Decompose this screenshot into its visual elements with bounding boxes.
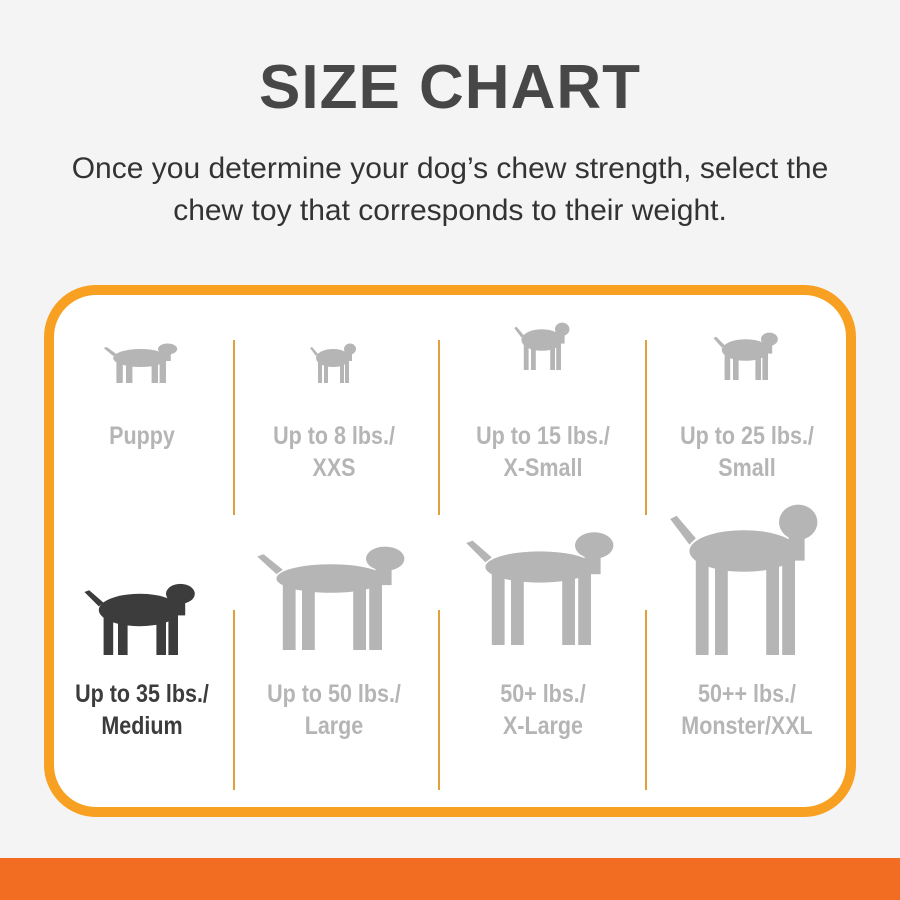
size-label: Puppy — [47, 420, 236, 452]
size-cell — [443, 525, 643, 645]
size-name: XXS — [312, 454, 356, 482]
labrador-icon — [234, 540, 434, 650]
size-label: Up to 25 lbs./ Small — [652, 420, 841, 484]
size-name: Medium — [101, 712, 183, 740]
size-name: X-Large — [502, 712, 584, 740]
size-label: 50+ lbs./ X-Large — [448, 678, 637, 742]
chihuahua-icon — [234, 333, 434, 383]
size-weight: 50++ lbs./ — [697, 680, 797, 708]
size-label: Up to 8 lbs./ XXS — [239, 420, 428, 484]
column-divider — [233, 340, 235, 515]
size-cell — [647, 320, 847, 380]
great-dane-icon — [647, 495, 847, 655]
bottom-bar — [0, 858, 900, 900]
size-weight: 50+ lbs./ — [500, 680, 586, 708]
subtitle-line: Once you determine your dog’s chew stren… — [71, 152, 829, 185]
subtitle: Once you determine your dog’s chew stren… — [0, 148, 900, 232]
beagle-icon — [42, 565, 242, 655]
size-weight: Up to 50 lbs./ — [267, 680, 401, 708]
size-cell — [443, 310, 643, 370]
size-label: Up to 35 lbs./ Medium — [47, 678, 236, 742]
size-label: 50++ lbs./ Monster/XXL — [652, 678, 841, 742]
size-weight: Up to 15 lbs./ — [476, 422, 610, 450]
size-cell — [42, 333, 242, 383]
size-name: Small — [718, 454, 776, 482]
column-divider — [645, 610, 647, 790]
column-divider — [645, 340, 647, 515]
size-name: Large — [304, 712, 364, 740]
puppy-icon — [42, 333, 242, 383]
size-weight: Up to 8 lbs./ — [273, 422, 395, 450]
size-name: X-Small — [503, 454, 583, 482]
size-weight: Puppy — [109, 422, 175, 450]
column-divider — [233, 610, 235, 790]
size-label: Up to 50 lbs./ Large — [239, 678, 428, 742]
terrier-icon — [647, 320, 847, 380]
size-name: Monster/XXL — [681, 712, 813, 740]
size-cell — [234, 333, 434, 383]
size-cell — [647, 495, 847, 655]
subtitle-line: chew toy that corresponds to their weigh… — [173, 194, 727, 227]
pinscher-icon — [443, 310, 643, 370]
size-cell — [234, 540, 434, 650]
size-weight: Up to 25 lbs./ — [680, 422, 814, 450]
page-title: SIZE CHART — [259, 53, 641, 122]
size-label: Up to 15 lbs./ X-Small — [448, 420, 637, 484]
size-weight: Up to 35 lbs./ — [75, 680, 209, 708]
column-divider — [438, 610, 440, 790]
shepherd-icon — [443, 525, 643, 645]
column-divider — [438, 340, 440, 515]
size-cell — [42, 565, 242, 655]
